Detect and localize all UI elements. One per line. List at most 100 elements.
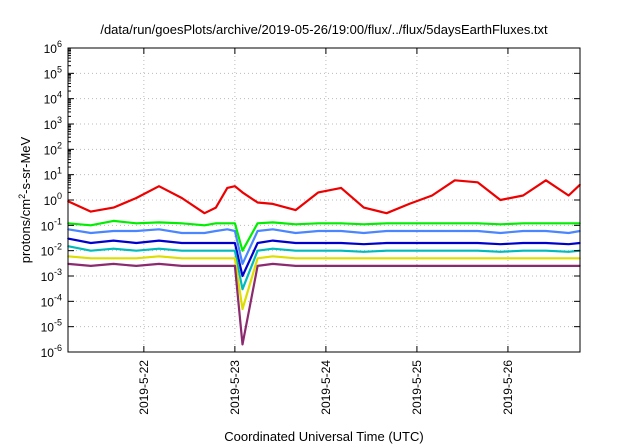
data-point: [499, 243, 502, 245]
data-point: [241, 275, 244, 277]
data-point: [226, 242, 229, 244]
data-point: [567, 243, 570, 245]
data-point: [203, 257, 206, 260]
data-point: [294, 265, 297, 267]
data-point: [431, 257, 433, 260]
data-point: [317, 230, 320, 232]
data-point: [545, 179, 547, 182]
data-point: [476, 249, 479, 252]
data-point: [294, 249, 297, 252]
data-point: [234, 222, 236, 225]
data-point: [545, 257, 547, 260]
data-point: [215, 249, 217, 252]
data-point: [241, 263, 244, 265]
data-point: [294, 209, 297, 211]
data-point: [272, 255, 274, 258]
y-tick-exp: -5: [54, 318, 62, 328]
data-point: [135, 197, 138, 199]
x-axis: 2019-5-22 2019-5-23 2019-5-24 2019-5-25 2019…: [137, 48, 515, 415]
y-tick-label: 10-6: [41, 343, 62, 360]
data-point: [158, 221, 160, 224]
data-point: [408, 249, 411, 252]
data-point: [112, 206, 115, 209]
data-point: [112, 220, 115, 222]
series-line: [67, 245, 581, 291]
data-point: [545, 230, 547, 232]
y-tick-label: 10-4: [41, 292, 62, 309]
data-point: [203, 212, 206, 214]
data-point: [340, 249, 342, 252]
data-point: [226, 257, 229, 260]
data-point: [215, 222, 217, 225]
data-point: [158, 228, 160, 231]
data-point: [431, 230, 433, 232]
y-tick-exp: 6: [57, 39, 62, 49]
y-tick-label: 10-3: [41, 267, 62, 284]
data-point: [431, 194, 433, 197]
data-point: [256, 249, 259, 252]
data-point: [203, 232, 206, 234]
data-point: [408, 265, 411, 267]
y-tick-base: 10: [44, 169, 58, 183]
data-point: [158, 239, 160, 242]
y-tick-exp: -1: [54, 216, 62, 226]
y-tick-base: 10: [41, 219, 55, 233]
data-point: [545, 242, 547, 244]
data-point: [340, 265, 342, 267]
data-point: [203, 265, 206, 267]
data-point: [215, 206, 217, 209]
data-point: [256, 265, 259, 267]
y-tick-exp: -2: [54, 242, 62, 252]
y-axis-label-rest: -s-sr-MeV: [18, 136, 33, 193]
y-tick-exp: -4: [54, 292, 62, 302]
y-tick-label: 106: [44, 39, 62, 56]
data-point: [522, 222, 524, 225]
data-point: [363, 223, 365, 226]
data-point: [135, 265, 138, 267]
data-point: [454, 179, 456, 182]
data-point: [408, 257, 411, 260]
data-point: [234, 185, 236, 187]
data-point: [363, 257, 365, 260]
data-point: [408, 230, 411, 232]
y-axis-label-sup: 2: [17, 194, 27, 199]
data-point: [215, 242, 217, 244]
y-tick-label: 103: [44, 115, 62, 132]
data-point: [90, 232, 92, 234]
data-point: [272, 203, 274, 205]
y-tick-base: 10: [41, 321, 55, 335]
data-point: [256, 242, 259, 244]
y-tick-exp: 3: [57, 115, 62, 125]
data-point: [241, 249, 244, 252]
data-point: [499, 223, 502, 226]
x-tick-label: 2019-5-26: [501, 360, 515, 415]
y-axis-label: protons/cm2-s-sr-MeV: [17, 136, 33, 263]
y-tick-base: 10: [41, 270, 55, 284]
data-point: [567, 257, 570, 260]
data-point: [135, 222, 138, 225]
data-point: [272, 247, 274, 250]
data-point: [256, 222, 259, 225]
data-point: [317, 249, 320, 252]
data-point: [431, 265, 433, 267]
data-point: [90, 210, 92, 213]
data-point: [363, 206, 365, 209]
data-point: [272, 239, 274, 242]
data-point: [203, 224, 206, 227]
data-point: [272, 263, 274, 265]
data-point: [294, 257, 297, 260]
y-axis: 10-610-510-410-310-210-11001011021031041…: [41, 39, 580, 360]
data-point: [135, 230, 138, 232]
data-point: [158, 185, 160, 187]
x-tick-label: 2019-5-23: [228, 360, 242, 415]
x-tick-label: 2019-5-22: [137, 360, 151, 415]
data-point: [112, 247, 115, 250]
data-point: [454, 242, 456, 244]
x-tick-label: 2019-5-24: [319, 360, 333, 415]
y-tick-label: 102: [44, 140, 62, 157]
data-point: [454, 265, 456, 267]
y-tick-base: 10: [44, 194, 58, 208]
data-point: [385, 257, 388, 260]
data-point: [181, 197, 183, 199]
